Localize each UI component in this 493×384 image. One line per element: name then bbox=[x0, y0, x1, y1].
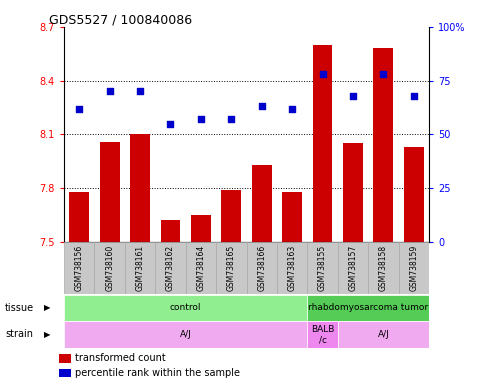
Point bbox=[410, 93, 418, 99]
Text: ▶: ▶ bbox=[43, 303, 50, 312]
Point bbox=[349, 93, 357, 99]
Text: BALB
/c: BALB /c bbox=[311, 325, 334, 344]
Bar bbox=[398, 242, 429, 294]
Bar bbox=[343, 143, 363, 242]
Bar bbox=[404, 147, 423, 242]
Point bbox=[227, 116, 235, 122]
Text: GSM738155: GSM738155 bbox=[318, 245, 327, 291]
Text: GSM738162: GSM738162 bbox=[166, 245, 175, 291]
Bar bbox=[246, 242, 277, 294]
Bar bbox=[130, 134, 150, 242]
Text: GSM738163: GSM738163 bbox=[287, 245, 297, 291]
Bar bbox=[338, 321, 429, 348]
Point bbox=[288, 106, 296, 112]
Text: A/J: A/J bbox=[180, 330, 192, 339]
Bar bbox=[252, 165, 272, 242]
Point bbox=[167, 121, 175, 127]
Bar bbox=[338, 242, 368, 294]
Bar bbox=[307, 242, 338, 294]
Text: GSM738161: GSM738161 bbox=[136, 245, 144, 291]
Bar bbox=[186, 242, 216, 294]
Text: control: control bbox=[170, 303, 202, 312]
Bar bbox=[100, 142, 120, 242]
Text: percentile rank within the sample: percentile rank within the sample bbox=[75, 368, 240, 378]
Bar bbox=[368, 242, 398, 294]
Bar bbox=[307, 321, 338, 348]
Text: GSM738158: GSM738158 bbox=[379, 245, 388, 291]
Text: GDS5527 / 100840086: GDS5527 / 100840086 bbox=[49, 13, 192, 26]
Point bbox=[136, 88, 144, 94]
Bar bbox=[307, 295, 429, 321]
Text: transformed count: transformed count bbox=[75, 353, 166, 363]
Bar bbox=[95, 242, 125, 294]
Point bbox=[318, 71, 326, 77]
Point bbox=[106, 88, 113, 94]
Bar bbox=[221, 190, 241, 242]
Text: strain: strain bbox=[5, 329, 33, 339]
Text: rhabdomyosarcoma tumor: rhabdomyosarcoma tumor bbox=[308, 303, 428, 312]
Text: GSM738166: GSM738166 bbox=[257, 245, 266, 291]
Bar bbox=[277, 242, 307, 294]
Point bbox=[258, 103, 266, 109]
Text: tissue: tissue bbox=[5, 303, 34, 313]
Text: ▶: ▶ bbox=[43, 330, 50, 339]
Bar bbox=[282, 192, 302, 242]
Text: GSM738156: GSM738156 bbox=[75, 245, 84, 291]
Text: GSM738165: GSM738165 bbox=[227, 245, 236, 291]
Bar bbox=[373, 48, 393, 242]
Text: A/J: A/J bbox=[378, 330, 389, 339]
Point bbox=[75, 106, 83, 112]
Bar bbox=[191, 215, 211, 242]
Text: GSM738159: GSM738159 bbox=[409, 245, 418, 291]
Point bbox=[197, 116, 205, 122]
Bar bbox=[64, 321, 307, 348]
Text: GSM738164: GSM738164 bbox=[196, 245, 206, 291]
Bar bbox=[70, 192, 89, 242]
Point bbox=[380, 71, 387, 77]
Text: GSM738157: GSM738157 bbox=[349, 245, 357, 291]
Bar bbox=[313, 45, 332, 242]
Bar bbox=[155, 242, 186, 294]
Text: GSM738160: GSM738160 bbox=[105, 245, 114, 291]
Bar bbox=[64, 242, 95, 294]
Bar bbox=[64, 295, 307, 321]
Bar bbox=[161, 220, 180, 242]
Bar bbox=[125, 242, 155, 294]
Bar bbox=[216, 242, 246, 294]
